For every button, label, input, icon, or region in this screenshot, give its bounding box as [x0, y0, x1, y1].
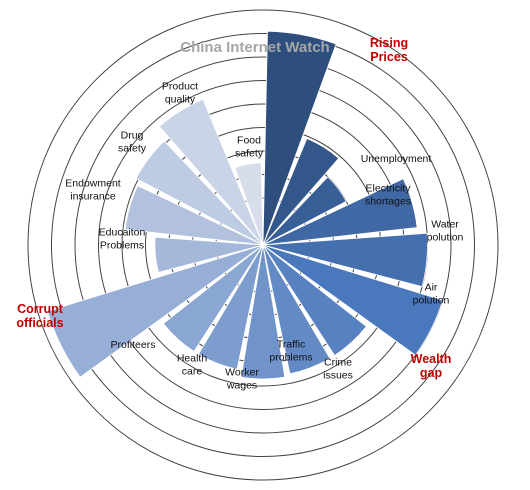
- wedge-educaiton-problems: [154, 236, 264, 273]
- label-drug-safety: safety: [118, 143, 147, 155]
- label-air-polution: polution: [413, 295, 450, 307]
- label-health-care: Health: [177, 353, 208, 365]
- label-crime-issues: Crime: [324, 357, 352, 369]
- label-educaiton-problems: Problems: [100, 240, 144, 252]
- label-crime-issues: issues: [323, 370, 353, 382]
- wedges: [46, 30, 444, 380]
- label-profiteers: Profiteers: [111, 339, 156, 351]
- label-food-safety: safety: [235, 148, 264, 160]
- label-corrupt-officials: officials: [16, 316, 63, 330]
- wedge-endowment-insurance: [124, 185, 264, 246]
- label-drug-safety: Drug: [121, 130, 144, 142]
- label-rising-prices: Prices: [370, 50, 408, 64]
- label-air-polution: Air: [425, 282, 438, 294]
- label-wealth-gap: gap: [420, 366, 443, 380]
- label-corrupt-officials: Corrupt: [17, 302, 64, 316]
- label-electricity-shortages: Electricity: [366, 183, 412, 195]
- wedge-water-polution: [262, 178, 418, 246]
- wedge-worker-wages: [240, 244, 286, 380]
- label-food-safety: Food: [237, 135, 261, 147]
- label-educaiton-problems: Educaiton: [99, 227, 146, 239]
- wedge-traffic-problems: [262, 244, 331, 375]
- label-water-polution: Water: [431, 219, 459, 231]
- grid-ring: [51, 33, 475, 457]
- label-health-care: care: [182, 366, 203, 378]
- label-water-polution: polution: [427, 232, 464, 244]
- wedge-unemployment: [262, 137, 340, 246]
- wedge-food-safety: [234, 162, 264, 246]
- label-unemployment: Unemployment: [361, 153, 432, 165]
- wedge-corrupt-officials: [46, 244, 264, 378]
- wedge-health-care: [197, 244, 264, 370]
- wedge-crime-issues: [262, 244, 367, 356]
- wedge-product-quality: [158, 98, 264, 246]
- label-endowment-insurance: Endowment: [65, 178, 121, 190]
- wedge-profiteers: [162, 244, 264, 353]
- label-product-quality: Product: [162, 81, 198, 93]
- label-rising-prices: Rising: [370, 36, 408, 50]
- wedge-wealth-gap: [262, 244, 444, 356]
- grid-ring: [27, 9, 499, 481]
- chart-title: China Internet Watch: [180, 39, 329, 56]
- wedge-air-polution: [262, 232, 428, 288]
- label-wealth-gap: Wealth: [411, 352, 452, 366]
- label-traffic-problems: Traffic: [277, 339, 306, 351]
- label-product-quality: quality: [165, 94, 196, 106]
- label-electricity-shortages: shortages: [365, 196, 411, 208]
- label-endowment-insurance: insurance: [70, 191, 116, 203]
- wedge-rising-prices: [262, 30, 337, 246]
- grid-ring: [74, 56, 452, 434]
- label-worker-wages: Worker: [225, 367, 259, 379]
- wedge-drug-safety: [135, 140, 264, 246]
- wedge-electricity-shortages: [262, 176, 347, 246]
- label-traffic-problems: problems: [269, 352, 312, 364]
- label-worker-wages: wages: [226, 380, 257, 392]
